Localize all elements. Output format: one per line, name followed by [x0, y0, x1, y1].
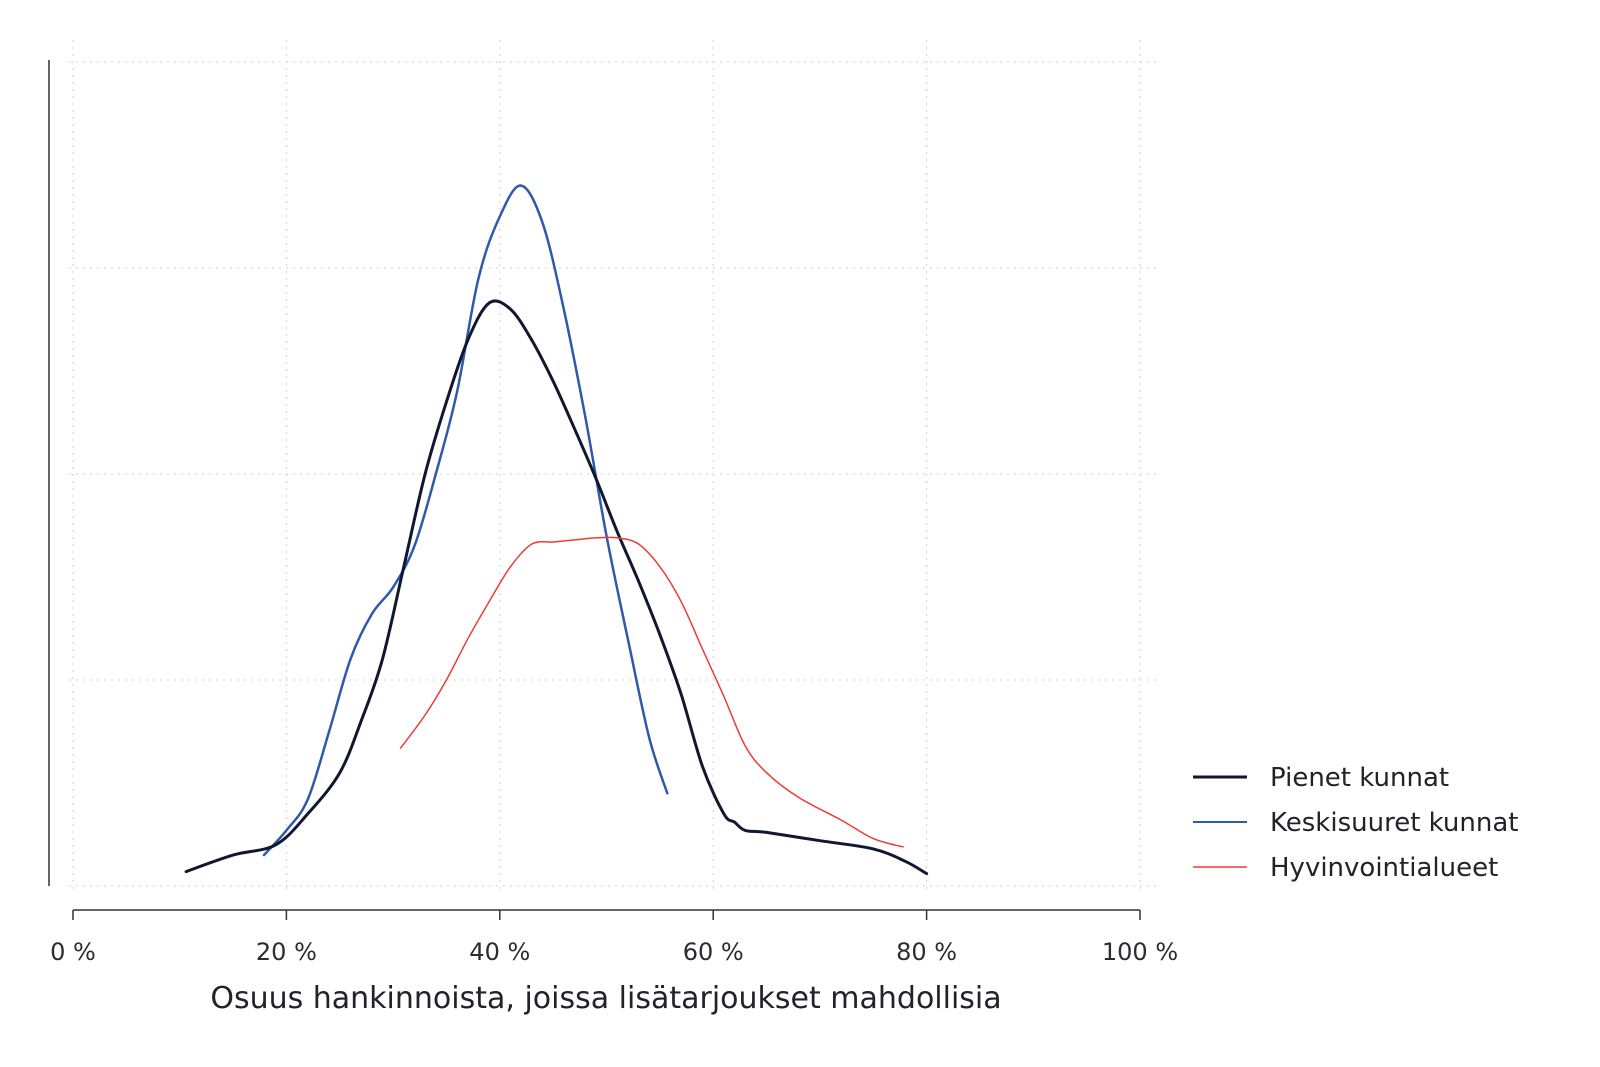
x-tick-label: 0 % — [50, 938, 96, 966]
legend: Pienet kunnat Keskisuuret kunnat Hyvinvoin… — [1193, 763, 1518, 883]
grid — [69, 40, 1160, 892]
x-tick-label: 100 % — [1102, 938, 1178, 966]
series-line-2 — [399, 536, 904, 848]
legend-label: Pienet kunnat — [1270, 763, 1449, 793]
legend-label: Keskisuuret kunnat — [1270, 808, 1518, 838]
x-axis-title: Osuus hankinnoista, joissa lisätarjoukse… — [210, 981, 1001, 1016]
legend-label: Hyvinvointialueet — [1270, 853, 1498, 883]
series-lines — [184, 184, 929, 876]
series-line-1 — [262, 184, 669, 857]
x-axis-ticks: 0 % 20 % 40 % 60 % 80 % 100 % — [50, 910, 1178, 966]
x-tick-label: 20 % — [256, 938, 317, 966]
x-tick-label: 80 % — [896, 938, 957, 966]
series-line-0 — [184, 299, 929, 876]
x-tick-label: 60 % — [683, 938, 744, 966]
x-tick-label: 40 % — [469, 938, 530, 966]
